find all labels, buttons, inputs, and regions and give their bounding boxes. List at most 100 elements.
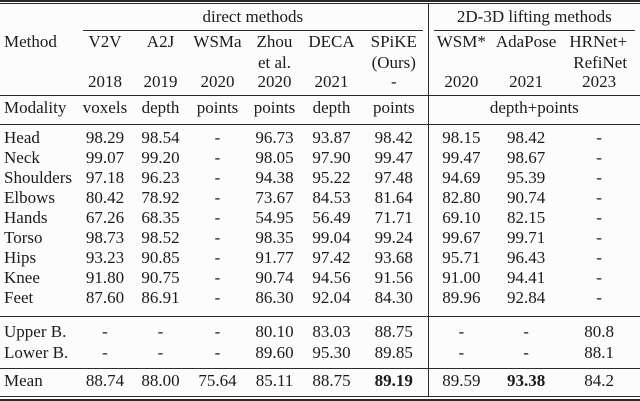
subname-cell [427,53,495,72]
cell-value: - [596,208,602,227]
cell-value: 99.20 [141,148,180,167]
cell-value: - [132,316,189,342]
cell-value: 88.1 [584,343,614,362]
modality-cell: points [189,95,246,125]
modality-cell: points [246,95,303,125]
table-row: Mean 88.74 88.00 75.64 85.11 88.75 89.19 89.59 9… [0,368,640,396]
cell-value: - [214,268,221,287]
modality-label: Modality [0,95,78,125]
col-header-wsm-star: WSM* [427,31,495,53]
cell-value: 95.22 [312,168,351,187]
cell-value: 91.56 [374,268,413,287]
row-label: Lower B. [4,343,69,362]
cell-value: - [214,288,221,307]
cell-value: 78.92 [141,188,180,207]
cell-value: 98.42 [506,128,546,147]
cell-value: 90.75 [141,268,180,287]
year-cell [0,72,78,96]
subname-cell [303,53,360,72]
cell-value: 88.75 [303,368,360,396]
cell-value: 99.07 [85,148,125,167]
row-label: Feet [4,288,34,307]
cell-value: 82.80 [427,188,495,208]
col-header-a2j: A2J [146,32,175,51]
table-row: Feet 87.60 86.91 - 86.30 92.04 84.30 89.96 92.84… [0,288,640,317]
year-cell: 2019 [132,72,189,96]
cell-value: 88.00 [132,368,189,396]
subname-cell [132,53,189,72]
table-top-rule-inner [0,3,640,4]
cell-value: 99.47 [427,148,495,168]
cell-value: 98.73 [85,228,125,247]
cell-value: - [214,343,221,362]
cell-value: 85.11 [246,368,303,396]
body-part-rows: Head 98.29 98.54 - 96.73 93.87 98.42 98.15 98.42… [0,124,640,317]
cell-value: - [523,343,529,362]
cell-value: 89.96 [427,288,495,317]
table-row: Shoulders 97.18 96.23 - 94.38 95.22 97.48 94.69… [0,168,640,188]
cell-value: - [596,168,602,187]
cell-value: - [494,316,559,342]
row-label: Upper B. [0,316,78,342]
cell-value: - [214,128,221,147]
cell-value: - [214,208,221,227]
cell-value: 94.56 [312,268,351,287]
cell-value: 98.29 [85,128,125,147]
cell-value: 88.75 [360,316,429,342]
mean-row-section: Mean 88.74 88.00 75.64 85.11 88.75 89.19 89.59 9… [0,368,640,396]
year-cell: 2018 [78,72,132,96]
row-label: Hands [4,208,48,227]
year-cell: 2020 [189,72,246,96]
group-lifting-methods: 2D-3D lifting methods [427,4,640,31]
table-row: Hands 67.26 68.35 - 54.95 56.49 71.71 69.10 82.1… [0,208,640,228]
year-cell: 2020 [246,72,303,96]
cell-value: 98.52 [141,228,180,247]
cell-value: 98.35 [255,228,294,247]
modality-cell: voxels [78,95,132,125]
cell-value: 54.95 [255,208,294,227]
cell-value: 98.54 [141,128,180,147]
cell-value: - [596,148,602,167]
cell-value: - [427,342,495,369]
cell-value: 98.15 [427,124,495,148]
method-name-row: Method V2V A2J WSMa Zhou DECA SPiKE WSM*… [0,31,640,53]
cell-value: 69.10 [427,208,495,228]
row-label: Knee [4,268,40,287]
cell-value: - [596,188,602,207]
cell-value: - [214,248,221,267]
table-row: Hips 93.23 90.85 - 91.77 97.42 93.68 95.71 96.43… [0,248,640,268]
col-header-zhou: Zhou [256,32,293,51]
cell-value: 95.39 [506,168,546,187]
cell-value: 84.2 [558,368,640,396]
cell-value: 75.64 [189,368,246,396]
cell-value: 98.67 [506,148,546,167]
subname-cell [494,53,558,72]
cell-value: 91.80 [85,268,125,287]
cell-value: - [596,248,602,267]
cell-value: 86.91 [141,288,180,307]
cell-value: 84.53 [312,188,351,207]
cell-value: 88.74 [78,368,132,396]
group-direct-methods-label: direct methods [83,7,423,31]
group-spacer [0,4,78,31]
cell-value: 92.04 [312,288,351,307]
year-cell: 2021 [303,72,360,96]
subname-cell [78,53,132,72]
row-label: Shoulders [4,168,72,187]
cell-value: 56.49 [312,208,351,227]
cell-value: 90.74 [506,188,546,207]
table-bottom-rule-inner [0,396,640,397]
col-header-spike: SPiKE [370,32,417,51]
table-row: Lower B. - - -89.60 95.30 89.85- -88.1 [0,342,640,369]
cell-value: 68.35 [141,208,180,227]
cell-value: - [157,343,164,362]
cell-value: 98.05 [255,148,294,167]
cell-value: 97.90 [312,148,351,167]
cell-value: 86.30 [255,288,294,307]
cell-value: 89.59 [427,368,495,396]
cell-value: 90.85 [141,248,180,267]
table-row: Upper B. - - -80.10 83.03 88.75- -80.8 [0,316,640,342]
table-row: Head 98.29 98.54 - 96.73 93.87 98.42 98.15 98.42… [0,124,640,148]
group-direct-methods: direct methods [78,4,428,31]
cell-value: - [596,128,602,147]
